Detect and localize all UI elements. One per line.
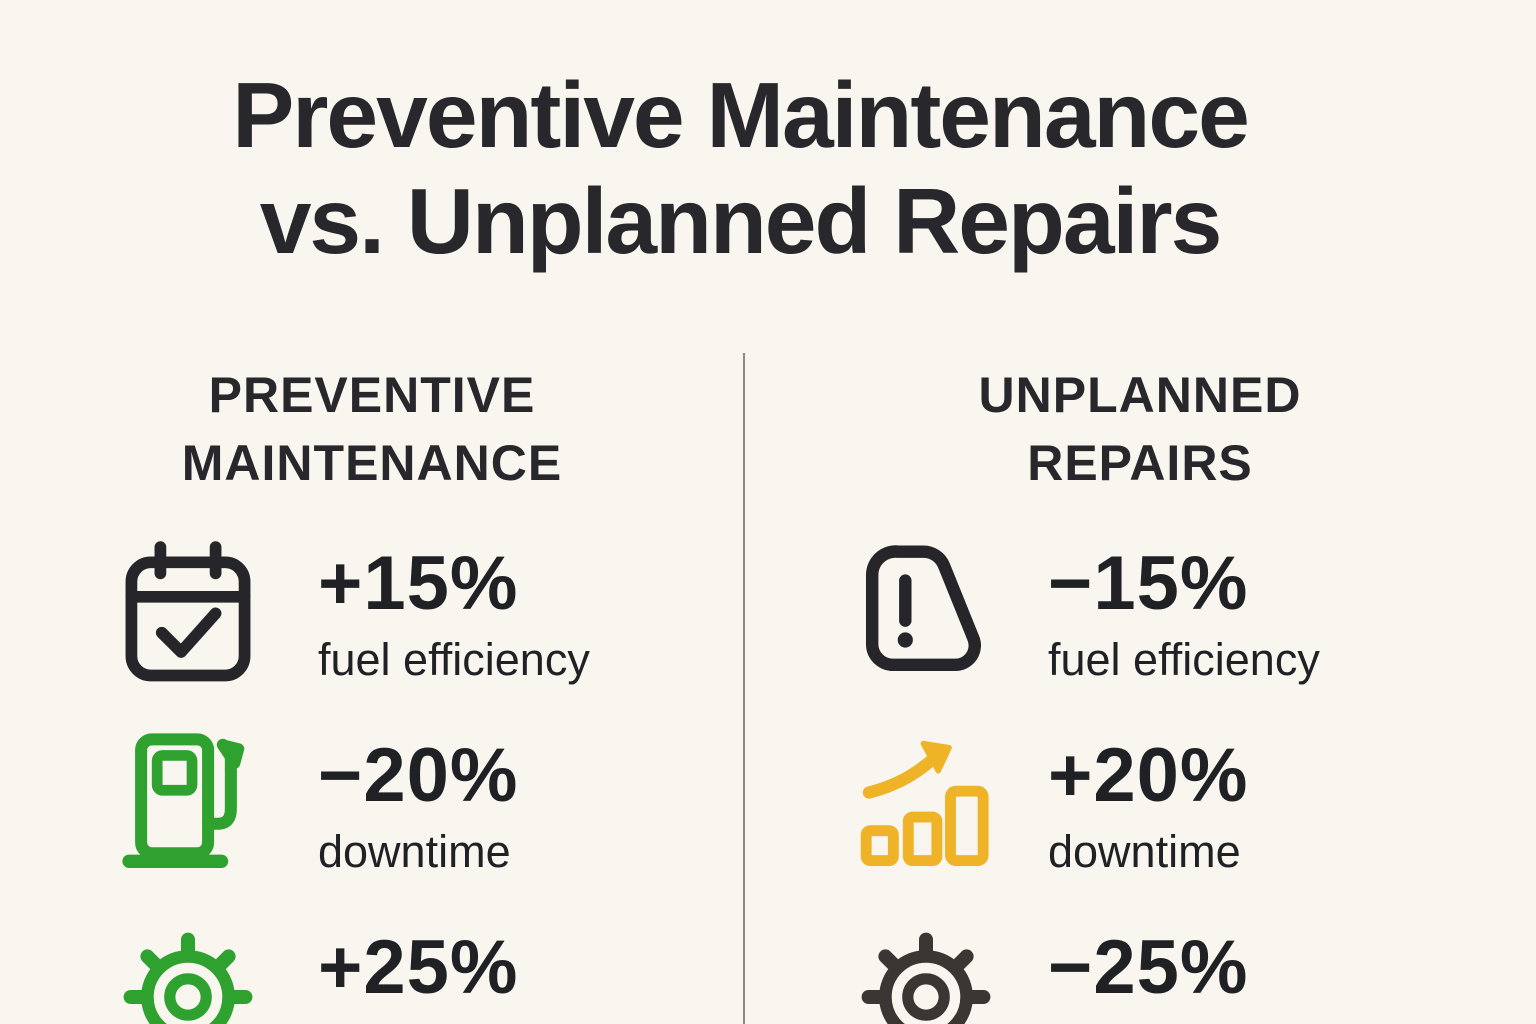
warning-icon-svg — [865, 545, 981, 672]
unplanned-fuel-efficiency-row: −15% fuel efficiency — [856, 538, 1320, 688]
preventive-header-line1: PREVENTIVE — [208, 367, 536, 423]
gear-icon-svg — [123, 932, 253, 1024]
stat-value: −25% — [1048, 925, 1249, 1010]
stat-block: −20% downtime — [318, 730, 519, 878]
stat-label: downtime — [1048, 826, 1241, 877]
unplanned-downtime-row: +20% downtime — [856, 730, 1249, 880]
fuel-pump-icon — [118, 730, 258, 880]
calendar-check-icon-svg — [125, 541, 251, 682]
fuel-pump-icon-svg — [122, 733, 245, 868]
stat-block: −25% the truck life — [1048, 922, 1291, 1024]
warning-icon — [856, 538, 996, 688]
stat-label: the truck life — [318, 1018, 561, 1024]
stat-value: −20% — [318, 733, 519, 818]
stat-value: +15% — [318, 541, 519, 626]
unplanned-header-line1: UNPLANNED — [978, 367, 1302, 423]
preventive-maintenance-column: PREVENTIVE MAINTENANCE +15% fuel efficie… — [0, 0, 744, 1024]
stat-label: fuel efficiency — [1048, 634, 1320, 685]
stat-label: the truck life — [1048, 1018, 1291, 1024]
page-title-line1: Preventive Maintenance — [232, 63, 1250, 167]
stat-block: −15% fuel efficiency — [1048, 538, 1320, 686]
rising-chart-icon — [856, 730, 996, 880]
unplanned-header-line2: REPAIRS — [1027, 434, 1253, 491]
preventive-downtime-row: −20% downtime — [118, 730, 519, 880]
gear-icon-svg — [861, 932, 991, 1024]
stat-value: +20% — [1048, 733, 1249, 818]
stat-value: +25% — [318, 925, 519, 1010]
preventive-header-line2: MAINTENANCE — [181, 434, 563, 491]
stat-block: +15% fuel efficiency — [318, 538, 590, 686]
gear-icon — [856, 922, 996, 1024]
page-title-line2: vs. Unplanned Repairs — [259, 169, 1223, 274]
preventive-fuel-efficiency-row: +15% fuel efficiency — [118, 538, 590, 688]
page-title: Preventive Maintenance vs. Unplanned Rep… — [0, 62, 1480, 274]
unplanned-repairs-header: UNPLANNED REPAIRS — [744, 362, 1536, 497]
stat-value: −15% — [1048, 541, 1249, 626]
rising-chart-icon-svg — [860, 740, 989, 866]
stat-label: fuel efficiency — [318, 634, 590, 685]
stat-block: +25% the truck life — [318, 922, 561, 1024]
column-divider — [743, 353, 745, 1024]
preventive-maintenance-header: PREVENTIVE MAINTENANCE — [0, 362, 744, 497]
stat-block: +20% downtime — [1048, 730, 1249, 878]
gear-icon — [118, 922, 258, 1024]
unplanned-repairs-column: UNPLANNED REPAIRS −15% fuel efficiency — [744, 0, 1536, 1024]
preventive-truck-life-row: +25% the truck life — [118, 922, 561, 1024]
stat-label: downtime — [318, 826, 511, 877]
unplanned-truck-life-row: −25% the truck life — [856, 922, 1291, 1024]
calendar-check-icon — [118, 538, 258, 688]
